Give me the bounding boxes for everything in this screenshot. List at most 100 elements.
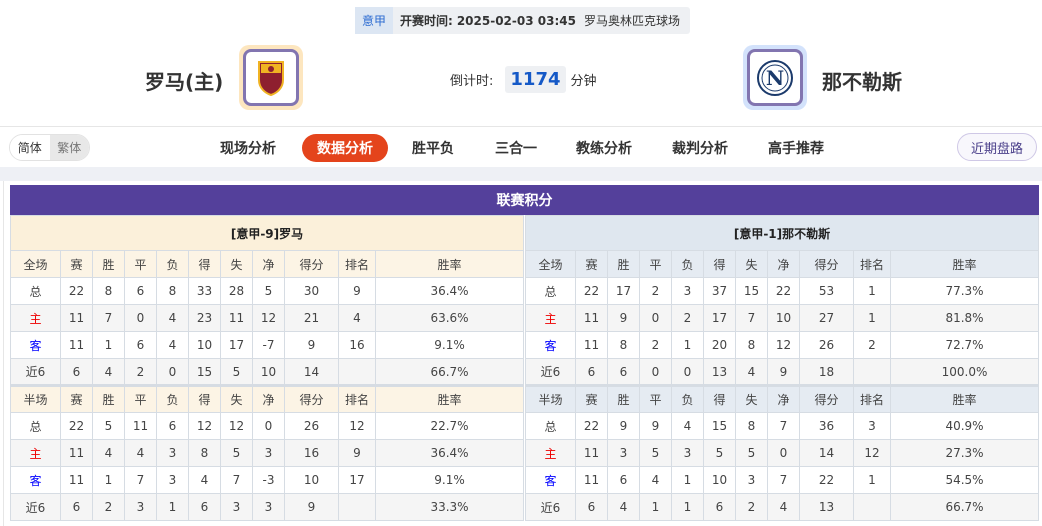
column-header: 全场 xyxy=(525,250,576,278)
table-cell: 21 xyxy=(284,304,339,332)
roma-crest-icon xyxy=(258,60,284,96)
kickoff-time: 2025-02-03 03:45 xyxy=(456,13,576,28)
table-cell: 5 xyxy=(735,439,768,467)
table-cell: 1 xyxy=(639,493,672,521)
row-label: 客 xyxy=(10,466,61,494)
table-cell: 12 xyxy=(220,412,253,440)
league-badge[interactable]: 意甲 xyxy=(355,7,394,34)
countdown-label: 倒计时: xyxy=(450,74,494,89)
table-cell: 7 xyxy=(767,412,800,440)
recent-odds-button[interactable]: 近期盘路 xyxy=(957,133,1037,161)
table-cell: 2 xyxy=(92,493,125,521)
table-cell: 100.0% xyxy=(890,358,1039,386)
row-label: 总 xyxy=(525,412,576,440)
table-cell: 37 xyxy=(703,277,736,305)
table-cell: 4 xyxy=(338,304,376,332)
simplified-button[interactable]: 简体 xyxy=(10,135,50,160)
table-cell: 9 xyxy=(284,493,339,521)
table-cell: 30 xyxy=(284,277,339,305)
half-column-header-row: 半场赛胜平负得失净得分 排名 胜率 xyxy=(10,384,524,413)
venue: 罗马奥林匹克球场 xyxy=(583,14,680,28)
tab-1x2[interactable]: 胜平负 xyxy=(412,141,454,157)
table-cell: 0 xyxy=(767,439,800,467)
table-cell: 10 xyxy=(188,331,221,359)
language-toggle[interactable]: 简体 繁体 xyxy=(9,134,90,161)
table-cell: 4 xyxy=(92,358,125,386)
column-header: 排名 xyxy=(853,384,891,413)
table-cell: 16 xyxy=(284,439,339,467)
table-row: 总 22 8 6 8 33 28 5 30 9 36.4% xyxy=(10,277,524,305)
row-label: 客 xyxy=(10,331,61,359)
tab-expert-picks[interactable]: 高手推荐 xyxy=(768,141,824,157)
table-cell: 10 xyxy=(767,304,800,332)
table-row: 主 11 4 4 3 8 5 3 16 9 36.4% xyxy=(10,439,524,467)
table-cell: 3 xyxy=(124,493,157,521)
table-row: 总 22 5 11 6 12 12 0 26 12 22.7% xyxy=(10,412,524,440)
column-header: 负 xyxy=(156,250,189,278)
table-row: 主 11 3 5 3 5 5 0 14 12 27.3% xyxy=(525,439,1039,467)
table-cell: 4 xyxy=(92,439,125,467)
away-team-logo[interactable]: N xyxy=(743,45,807,110)
napoli-crest-icon: N xyxy=(757,59,793,96)
table-cell: 8 xyxy=(735,331,768,359)
table-cell: 54.5% xyxy=(890,466,1039,494)
table-cell: 11 xyxy=(575,466,608,494)
table-cell: -3 xyxy=(252,466,285,494)
table-cell: 2 xyxy=(639,277,672,305)
row-label: 主 xyxy=(10,304,61,332)
table-cell: 27 xyxy=(799,304,854,332)
away-team-name[interactable]: 那不勒斯 xyxy=(822,70,902,94)
home-team-logo[interactable] xyxy=(239,45,303,110)
table-cell: 6 xyxy=(124,331,157,359)
table-cell: 4 xyxy=(124,439,157,467)
countdown-value: 1174 xyxy=(505,66,566,93)
table-cell: 6 xyxy=(60,358,93,386)
kickoff-label: 开赛时间: xyxy=(400,14,453,28)
table-cell: 6 xyxy=(156,412,189,440)
table-cell: 40.9% xyxy=(890,412,1039,440)
table-cell: 7 xyxy=(92,304,125,332)
column-header: 胜率 xyxy=(890,384,1039,413)
table-row: 近6 6 4 1 1 6 2 4 13 66.7% xyxy=(525,493,1039,521)
table-cell: 10 xyxy=(284,466,339,494)
tab-live-analysis[interactable]: 现场分析 xyxy=(220,141,276,157)
column-header: 得分 xyxy=(799,384,854,413)
table-cell: 9 xyxy=(767,358,800,386)
table-cell: 3 xyxy=(671,439,704,467)
table-cell: 36.4% xyxy=(375,439,524,467)
table-cell: 4 xyxy=(156,304,189,332)
traditional-button[interactable]: 繁体 xyxy=(49,135,89,160)
tab-referee-analysis[interactable]: 裁判分析 xyxy=(672,141,728,157)
home-team-name[interactable]: 罗马(主) xyxy=(145,70,224,94)
table-cell: 27.3% xyxy=(890,439,1039,467)
table-cell: 5 xyxy=(220,439,253,467)
table-cell: 53 xyxy=(799,277,854,305)
table-cell: 26 xyxy=(799,331,854,359)
table-cell: 36 xyxy=(799,412,854,440)
column-header: 净 xyxy=(252,384,285,413)
tab-data-analysis[interactable]: 数据分析 xyxy=(302,134,388,162)
table-cell: 12 xyxy=(338,412,376,440)
table-cell: 6 xyxy=(575,493,608,521)
table-row: 总 22 17 2 3 37 15 22 53 1 77.3% xyxy=(525,277,1039,305)
table-cell: 0 xyxy=(156,358,189,386)
tab-three-in-one[interactable]: 三合一 xyxy=(495,141,537,157)
team-header: [意甲-1]那不勒斯 xyxy=(525,215,1039,251)
table-cell: 9 xyxy=(639,412,672,440)
table-cell: 3 xyxy=(220,493,253,521)
table-cell: 1 xyxy=(671,493,704,521)
table-cell: 22 xyxy=(767,277,800,305)
column-header: 失 xyxy=(735,250,768,278)
table-cell: 6 xyxy=(188,493,221,521)
column-header: 胜 xyxy=(607,250,640,278)
table-cell: 28 xyxy=(220,277,253,305)
table-cell: 3 xyxy=(671,277,704,305)
row-label: 主 xyxy=(10,439,61,467)
row-label: 主 xyxy=(525,304,576,332)
tab-coach-analysis[interactable]: 教练分析 xyxy=(576,141,632,157)
column-header: 胜率 xyxy=(890,250,1039,278)
table-cell: 3 xyxy=(252,493,285,521)
table-cell: 15 xyxy=(188,358,221,386)
table-row: 客 11 8 2 1 20 8 12 26 2 72.7% xyxy=(525,331,1039,359)
table-cell: 4 xyxy=(671,412,704,440)
